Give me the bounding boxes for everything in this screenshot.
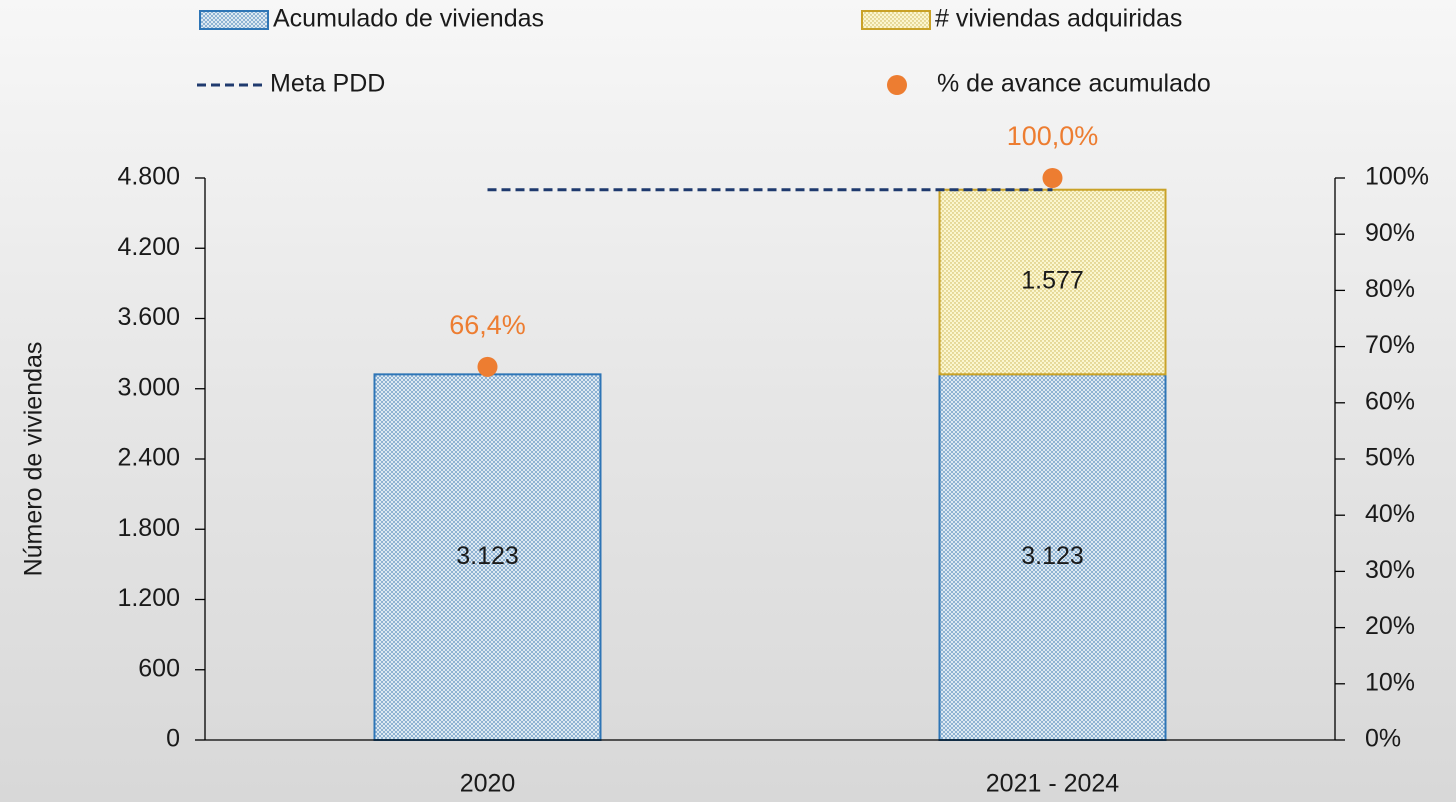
x-tick-label: 2021 - 2024 <box>986 770 1120 798</box>
legend-swatch <box>862 11 930 29</box>
y2-tick-label: 100% <box>1365 163 1429 191</box>
background <box>0 0 1456 802</box>
y2-tick-label: 50% <box>1365 444 1415 472</box>
y2-tick-label: 90% <box>1365 219 1415 247</box>
point <box>478 357 498 377</box>
legend-label: Acumulado de viviendas <box>273 5 544 33</box>
legend-swatch <box>200 11 268 29</box>
y-tick-label: 3.000 <box>117 373 180 401</box>
data-label: 3.123 <box>1021 542 1084 570</box>
y-tick-label: 4.200 <box>117 233 180 261</box>
data-label: 3.123 <box>456 542 519 570</box>
y2-tick-label: 40% <box>1365 500 1415 528</box>
y2-tick-label: 70% <box>1365 331 1415 359</box>
y2-tick-label: 0% <box>1365 725 1401 753</box>
y-tick-label: 3.600 <box>117 303 180 331</box>
y2-tick-label: 10% <box>1365 668 1415 696</box>
legend-label: % de avance acumulado <box>937 70 1211 98</box>
y2-tick-label: 60% <box>1365 387 1415 415</box>
x-tick-label: 2020 <box>460 770 516 798</box>
legend-label: Meta PDD <box>270 70 385 98</box>
y-tick-label: 4.800 <box>117 163 180 191</box>
legend-label: # viviendas adquiridas <box>935 5 1182 33</box>
y-tick-label: 600 <box>138 654 180 682</box>
y-tick-label: 2.400 <box>117 444 180 472</box>
y2-tick-label: 20% <box>1365 612 1415 640</box>
y-axis-title: Número de viviendas <box>20 342 48 577</box>
data-label: 1.577 <box>1021 267 1084 295</box>
legend-swatch <box>887 75 907 95</box>
y-tick-label: 0 <box>166 725 180 753</box>
point-label: 100,0% <box>1007 121 1099 151</box>
y-tick-label: 1.800 <box>117 514 180 542</box>
y2-tick-label: 30% <box>1365 556 1415 584</box>
y2-tick-label: 80% <box>1365 275 1415 303</box>
y-tick-label: 1.200 <box>117 584 180 612</box>
point-label: 66,4% <box>449 310 526 340</box>
point <box>1043 168 1063 188</box>
chart: Número de viviendas 0 600 1.200 1.800 2.400 3… <box>0 0 1456 802</box>
